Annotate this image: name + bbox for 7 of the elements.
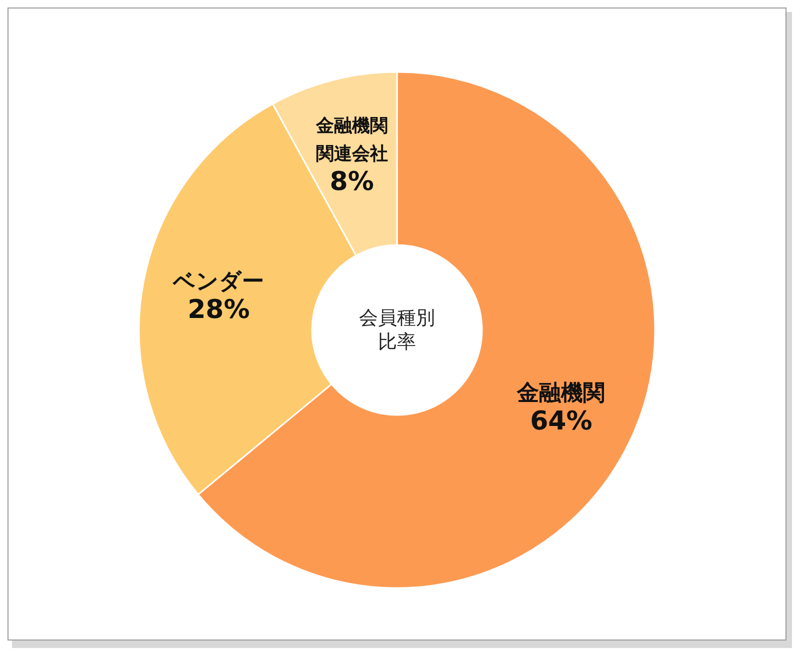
slice-label: 金融機関関連会社 <box>314 116 388 165</box>
data-label: 8% <box>330 167 374 198</box>
slice-label: ベンダー <box>172 269 264 294</box>
data-label: 28% <box>188 294 250 325</box>
text: 会員種別比率 <box>359 307 435 353</box>
slice-label: 金融機関 <box>516 380 606 406</box>
data-label: 64% <box>530 406 592 436</box>
